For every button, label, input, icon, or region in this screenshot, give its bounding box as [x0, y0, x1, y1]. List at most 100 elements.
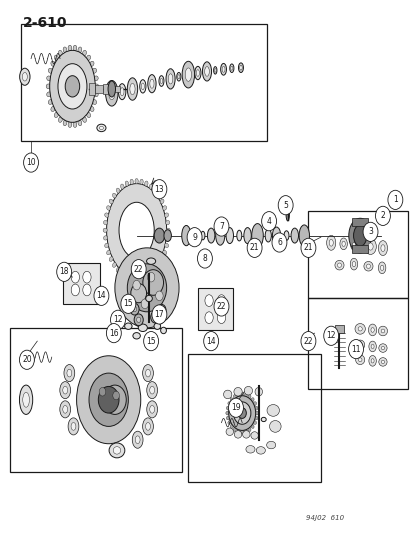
Ellipse shape [165, 221, 169, 225]
Ellipse shape [165, 236, 169, 240]
Ellipse shape [112, 193, 116, 198]
Text: 14: 14 [96, 292, 106, 300]
Ellipse shape [125, 274, 128, 279]
Ellipse shape [272, 227, 280, 244]
Ellipse shape [370, 359, 373, 363]
Ellipse shape [233, 387, 242, 396]
Ellipse shape [283, 231, 288, 240]
Bar [351, 218, 368, 226]
Text: 3: 3 [367, 228, 372, 236]
Ellipse shape [298, 225, 309, 246]
Ellipse shape [109, 257, 113, 261]
Ellipse shape [92, 100, 96, 104]
Ellipse shape [244, 386, 252, 395]
Ellipse shape [23, 392, 29, 407]
Ellipse shape [368, 341, 375, 352]
Ellipse shape [204, 312, 213, 324]
Ellipse shape [244, 429, 247, 433]
Ellipse shape [351, 243, 355, 247]
Ellipse shape [73, 45, 77, 51]
Ellipse shape [226, 416, 230, 420]
Ellipse shape [204, 67, 209, 76]
Circle shape [214, 297, 228, 316]
Ellipse shape [90, 106, 94, 111]
Ellipse shape [48, 100, 52, 104]
Text: 22: 22 [303, 337, 312, 345]
Bar [95, 85, 103, 93]
Ellipse shape [82, 117, 86, 123]
Circle shape [271, 233, 286, 252]
Text: 6: 6 [276, 238, 281, 247]
Ellipse shape [60, 401, 71, 418]
Text: 9: 9 [192, 233, 197, 241]
Ellipse shape [227, 421, 231, 424]
Bar [308, 298, 407, 389]
Text: 94J02  610: 94J02 610 [306, 515, 344, 521]
Circle shape [362, 222, 377, 241]
Ellipse shape [125, 181, 128, 186]
Ellipse shape [228, 395, 255, 431]
Ellipse shape [146, 401, 157, 418]
Circle shape [187, 228, 202, 247]
Ellipse shape [78, 120, 82, 126]
Bar [89, 83, 95, 95]
Circle shape [121, 294, 135, 313]
Ellipse shape [150, 311, 159, 323]
Ellipse shape [109, 443, 125, 458]
Ellipse shape [264, 229, 271, 242]
Ellipse shape [247, 427, 250, 432]
Ellipse shape [266, 405, 279, 416]
Circle shape [228, 398, 243, 417]
Ellipse shape [130, 276, 133, 281]
Ellipse shape [242, 431, 249, 438]
Circle shape [94, 286, 109, 305]
Circle shape [143, 332, 158, 351]
Ellipse shape [380, 329, 384, 333]
Ellipse shape [256, 447, 265, 454]
Ellipse shape [160, 199, 164, 204]
Ellipse shape [164, 213, 168, 217]
Ellipse shape [357, 327, 361, 331]
Circle shape [19, 350, 34, 369]
Ellipse shape [364, 238, 375, 255]
Ellipse shape [366, 264, 370, 269]
Ellipse shape [113, 447, 121, 454]
Ellipse shape [63, 47, 67, 53]
Ellipse shape [290, 228, 298, 243]
Ellipse shape [326, 236, 335, 251]
Ellipse shape [334, 260, 343, 270]
Ellipse shape [367, 243, 372, 250]
Text: 8: 8 [202, 254, 207, 263]
Ellipse shape [162, 206, 166, 210]
Ellipse shape [106, 251, 110, 255]
Circle shape [300, 332, 315, 351]
Ellipse shape [339, 238, 347, 249]
Ellipse shape [229, 64, 233, 72]
Ellipse shape [233, 402, 250, 424]
Ellipse shape [46, 84, 50, 88]
Circle shape [152, 180, 166, 199]
Ellipse shape [149, 271, 152, 277]
Ellipse shape [237, 408, 246, 418]
Bar [308, 211, 407, 298]
Ellipse shape [370, 344, 373, 349]
Ellipse shape [71, 271, 79, 283]
Ellipse shape [19, 385, 33, 415]
Circle shape [57, 262, 71, 281]
Ellipse shape [142, 365, 153, 382]
Text: 12: 12 [113, 316, 122, 324]
Ellipse shape [63, 406, 67, 413]
Ellipse shape [247, 394, 250, 399]
Ellipse shape [107, 183, 166, 277]
Polygon shape [63, 263, 100, 304]
Circle shape [387, 190, 402, 209]
Ellipse shape [358, 343, 361, 347]
Text: 1: 1 [392, 196, 397, 204]
Ellipse shape [368, 356, 375, 366]
Ellipse shape [118, 84, 126, 100]
Ellipse shape [58, 117, 62, 123]
Ellipse shape [217, 295, 225, 306]
Ellipse shape [97, 124, 106, 132]
Text: 2: 2 [380, 212, 385, 220]
Ellipse shape [380, 360, 384, 364]
